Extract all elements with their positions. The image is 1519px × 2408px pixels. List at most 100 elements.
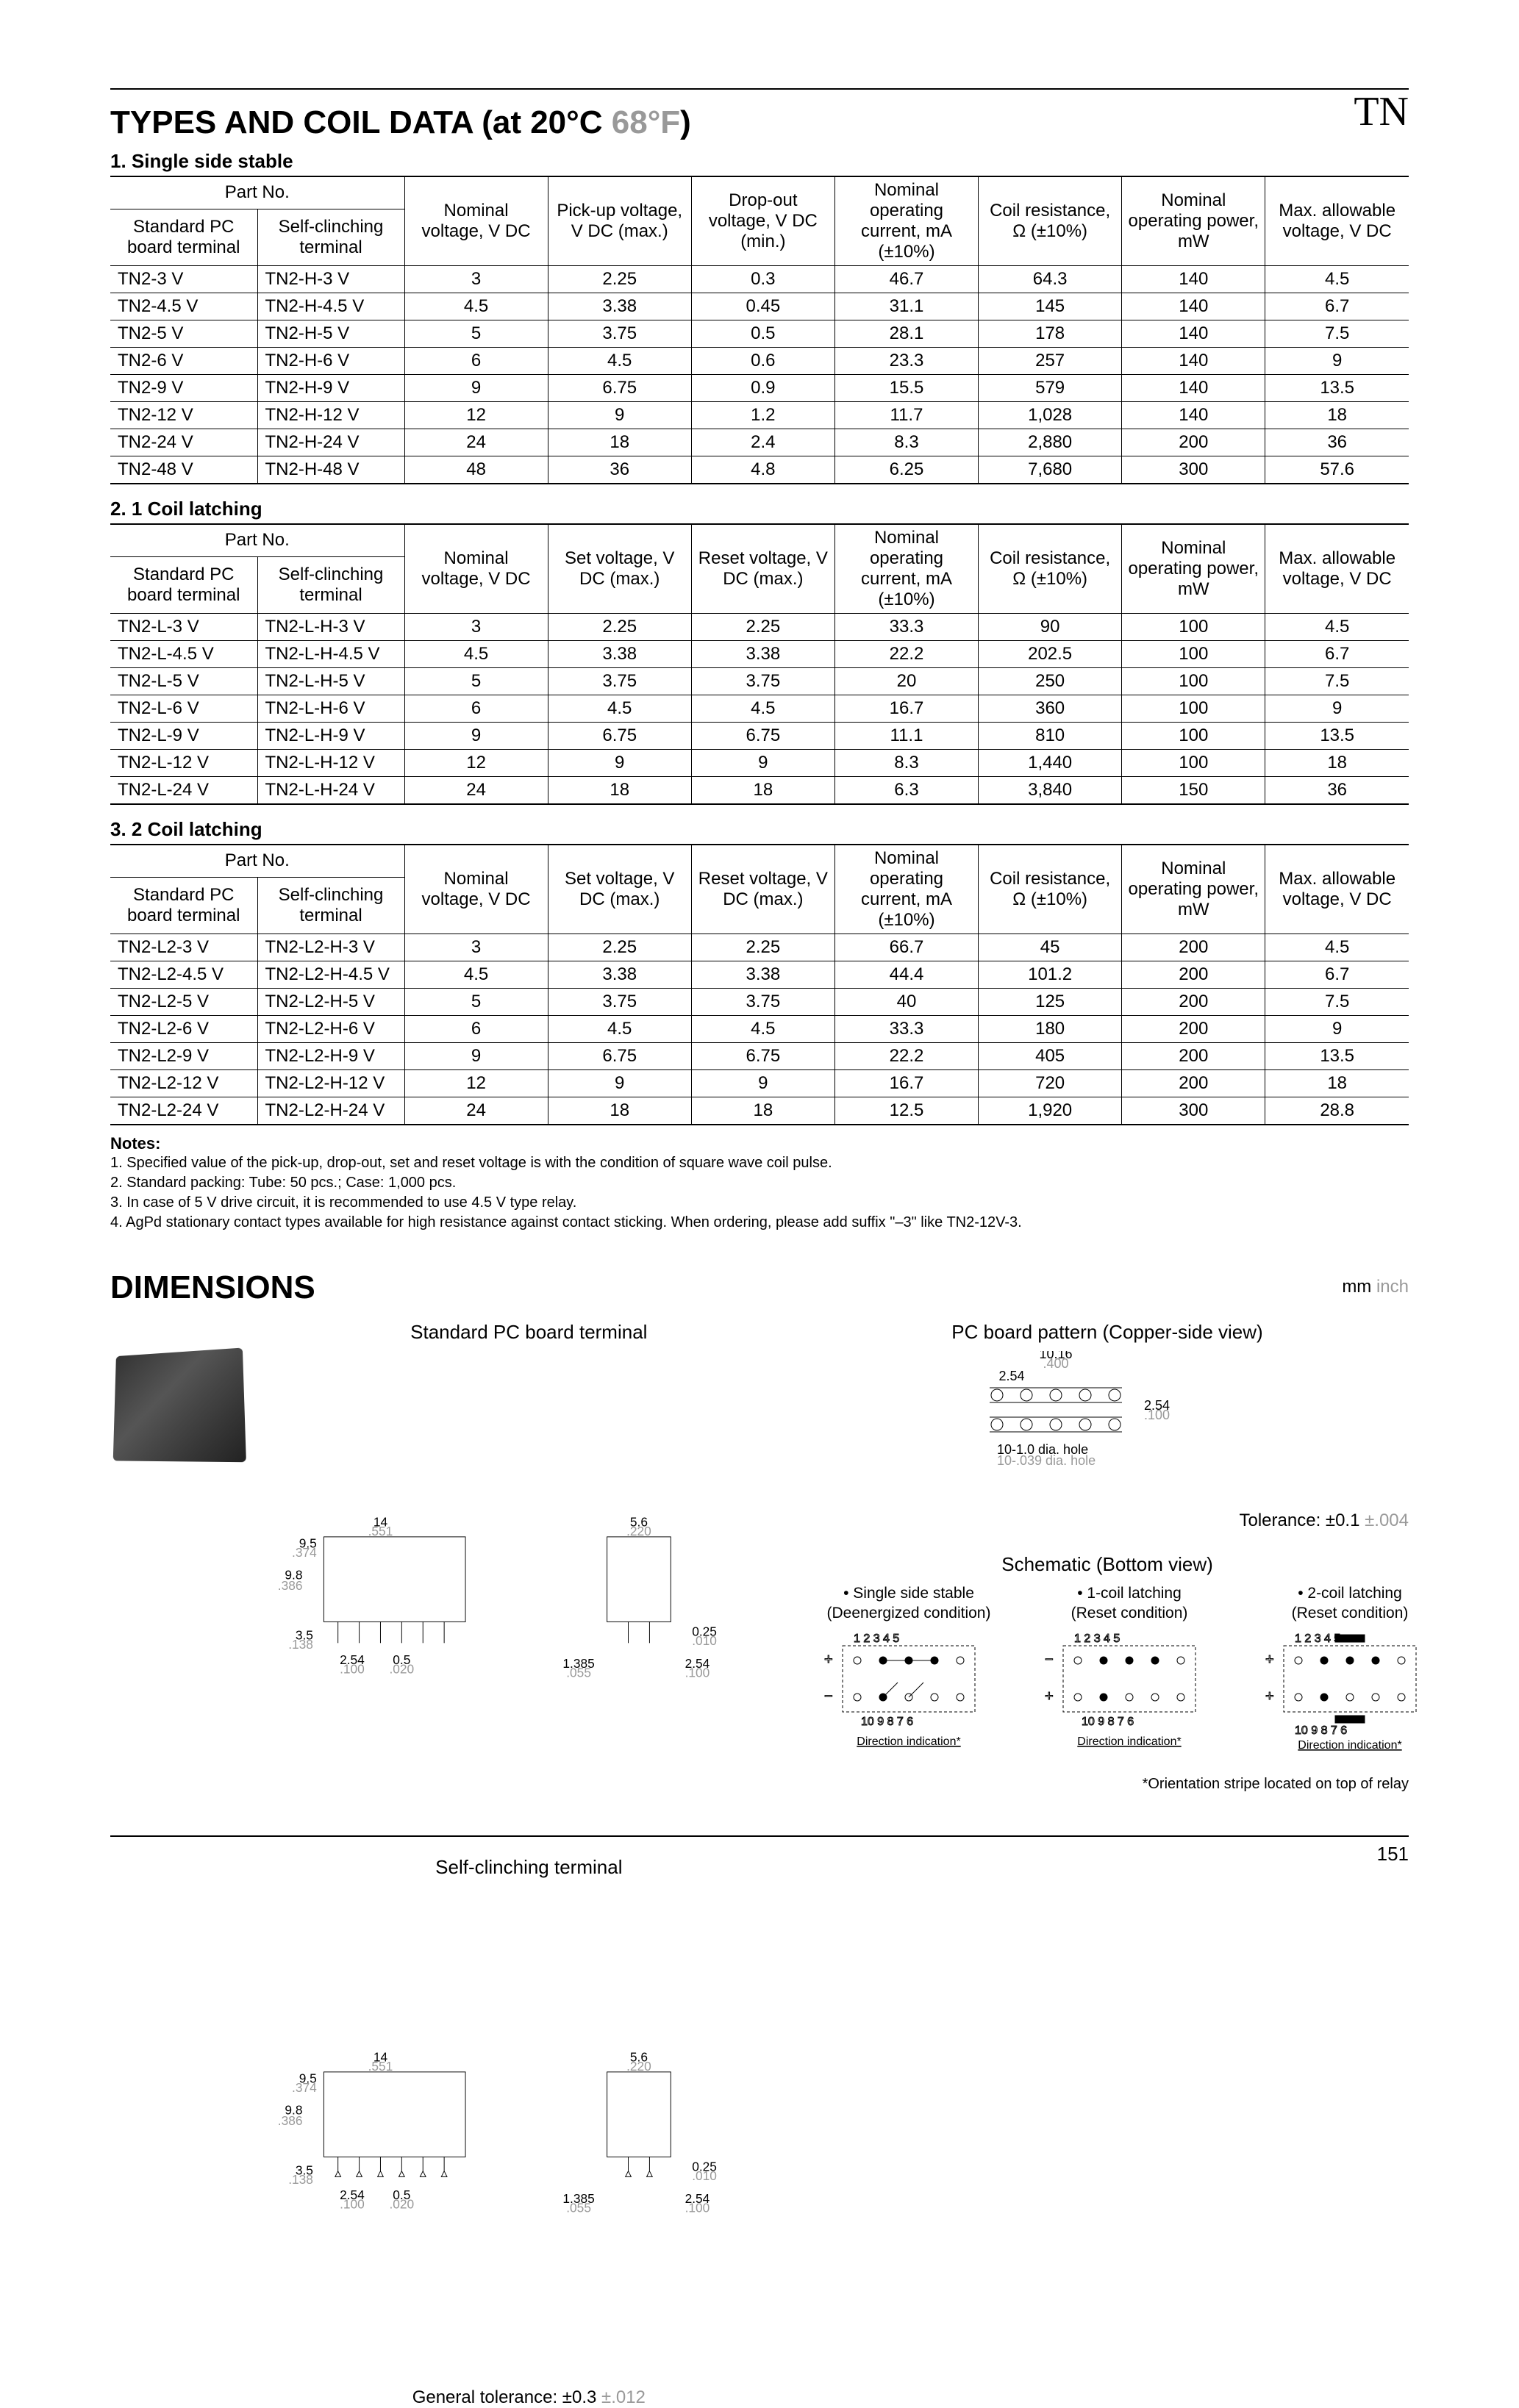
table-cell: TN2-L2-H-12 V [257, 1070, 404, 1097]
table-cell: 4.5 [1265, 934, 1409, 961]
orientation-note: *Orientation stripe located on top of re… [806, 1776, 1409, 1793]
table3-heading: 3. 2 Coil latching [110, 818, 1409, 841]
table-cell: TN2-L-H-6 V [257, 695, 404, 723]
unit-inch: inch [1376, 1277, 1409, 1297]
svg-text:2.54: 2.54 [998, 1369, 1024, 1383]
table-row: TN2-12 VTN2-H-12 V1291.211.71,02814018 [110, 402, 1409, 429]
table-cell: 100 [1122, 695, 1265, 723]
table-cell: 31.1 [834, 293, 978, 320]
table-cell: 3 [404, 614, 548, 641]
th-self: Self-clinching terminal [257, 556, 404, 613]
table-cell: TN2-L-3 V [110, 614, 257, 641]
table-cell: 3.75 [548, 320, 691, 348]
note-line: 4. AgPd stationary contact types availab… [110, 1213, 1409, 1233]
table-cell: 9 [548, 1070, 691, 1097]
table-cell: 5 [404, 320, 548, 348]
table-cell: 5 [404, 668, 548, 695]
table1: Part No. Nominal voltage, V DC Pick-up v… [110, 176, 1409, 484]
table-cell: 5 [404, 989, 548, 1016]
th-nominal: Nominal voltage, V DC [404, 176, 548, 266]
table-row: TN2-L-5 VTN2-L-H-5 V53.753.75202501007.5 [110, 668, 1409, 695]
table-cell: TN2-H-5 V [257, 320, 404, 348]
table-cell: 3.38 [548, 293, 691, 320]
table-cell: 16.7 [834, 1070, 978, 1097]
table-cell: 6.3 [834, 777, 978, 805]
table-cell: TN2-L2-H-4.5 V [257, 961, 404, 989]
table-cell: 36 [1265, 429, 1409, 456]
table-cell: 4.5 [691, 695, 834, 723]
th-coilres: Coil resistance, Ω (±10%) [979, 524, 1122, 614]
table-cell: 18 [691, 777, 834, 805]
th-maxv: Max. allowable voltage, V DC [1265, 845, 1409, 934]
table-cell: 9 [548, 402, 691, 429]
table-cell: 2.4 [691, 429, 834, 456]
table-cell: 579 [979, 375, 1122, 402]
table-cell: TN2-L-5 V [110, 668, 257, 695]
th-dropout: Drop-out voltage, V DC (min.) [691, 176, 834, 266]
table-cell: 3 [404, 934, 548, 961]
table-cell: 100 [1122, 641, 1265, 668]
table-cell: 3.38 [548, 961, 691, 989]
table-cell: TN2-L2-H-9 V [257, 1043, 404, 1070]
svg-text:+: + [1265, 1688, 1274, 1705]
table-cell: 7.5 [1265, 320, 1409, 348]
th-partno: Part No. [110, 845, 404, 877]
svg-text:+: + [1045, 1688, 1054, 1705]
table-cell: 9 [404, 1043, 548, 1070]
table-cell: 2.25 [548, 266, 691, 293]
table-cell: 4.5 [548, 348, 691, 375]
svg-text:.386: .386 [277, 2113, 302, 2128]
table-cell: 6 [404, 695, 548, 723]
top-rule [110, 88, 1409, 90]
table-cell: 3.38 [691, 641, 834, 668]
table-cell: 22.2 [834, 1043, 978, 1070]
table-cell: TN2-L-4.5 V [110, 641, 257, 668]
table-cell: 36 [1265, 777, 1409, 805]
th-maxv: Max. allowable voltage, V DC [1265, 524, 1409, 614]
table-cell: 24 [404, 429, 548, 456]
svg-text:.400: .400 [1043, 1356, 1068, 1371]
table-cell: 3.38 [548, 641, 691, 668]
table-cell: TN2-L2-4.5 V [110, 961, 257, 989]
table-row: TN2-3 VTN2-H-3 V32.250.346.764.31404.5 [110, 266, 1409, 293]
table-cell: 7,680 [979, 456, 1122, 484]
table-cell: TN2-9 V [110, 375, 257, 402]
table3: Part No. Nominal voltage, V DC Set volta… [110, 844, 1409, 1125]
table-cell: 6.75 [691, 1043, 834, 1070]
th-self: Self-clinching terminal [257, 209, 404, 265]
relay-photo-col [110, 1321, 252, 1806]
svg-text:.138: .138 [288, 1637, 313, 1652]
table-cell: 11.7 [834, 402, 978, 429]
table-cell: 2.25 [548, 614, 691, 641]
dimensions-title: DIMENSIONS [110, 1269, 315, 1306]
svg-text:Direction indication*: Direction indication* [1298, 1739, 1401, 1752]
title-close: ) [680, 104, 691, 140]
table-cell: 140 [1122, 402, 1265, 429]
svg-text:.374: .374 [292, 2080, 317, 2095]
table-cell: 13.5 [1265, 1043, 1409, 1070]
table-cell: 200 [1122, 989, 1265, 1016]
table-cell: 4.8 [691, 456, 834, 484]
schematic-3: • 2-coil latching(Reset condition) 1 2 3… [1247, 1583, 1453, 1761]
svg-text:.055: .055 [566, 2200, 591, 2215]
table-cell: 1,920 [979, 1097, 1122, 1125]
svg-text:10 9 8 7 6: 10 9 8 7 6 [861, 1716, 913, 1728]
table-row: TN2-5 VTN2-H-5 V53.750.528.11781407.5 [110, 320, 1409, 348]
unit-mm: mm [1342, 1277, 1371, 1297]
table-cell: 9 [691, 750, 834, 777]
table-cell: 178 [979, 320, 1122, 348]
table2: Part No. Nominal voltage, V DC Set volta… [110, 523, 1409, 805]
table-cell: TN2-L2-H-6 V [257, 1016, 404, 1043]
corner-label: TN [1354, 88, 1409, 135]
svg-text:.100: .100 [685, 2200, 710, 2215]
table-cell: TN2-H-4.5 V [257, 293, 404, 320]
table-cell: 360 [979, 695, 1122, 723]
table-cell: 18 [691, 1097, 834, 1125]
note-line: 2. Standard packing: Tube: 50 pcs.; Case… [110, 1173, 1409, 1193]
svg-text:−: − [1045, 1652, 1054, 1668]
table-cell: 3.38 [691, 961, 834, 989]
svg-text:.386: .386 [277, 1578, 302, 1593]
table-cell: 3.75 [691, 989, 834, 1016]
svg-text:.374: .374 [292, 1545, 317, 1560]
table-cell: 18 [548, 429, 691, 456]
